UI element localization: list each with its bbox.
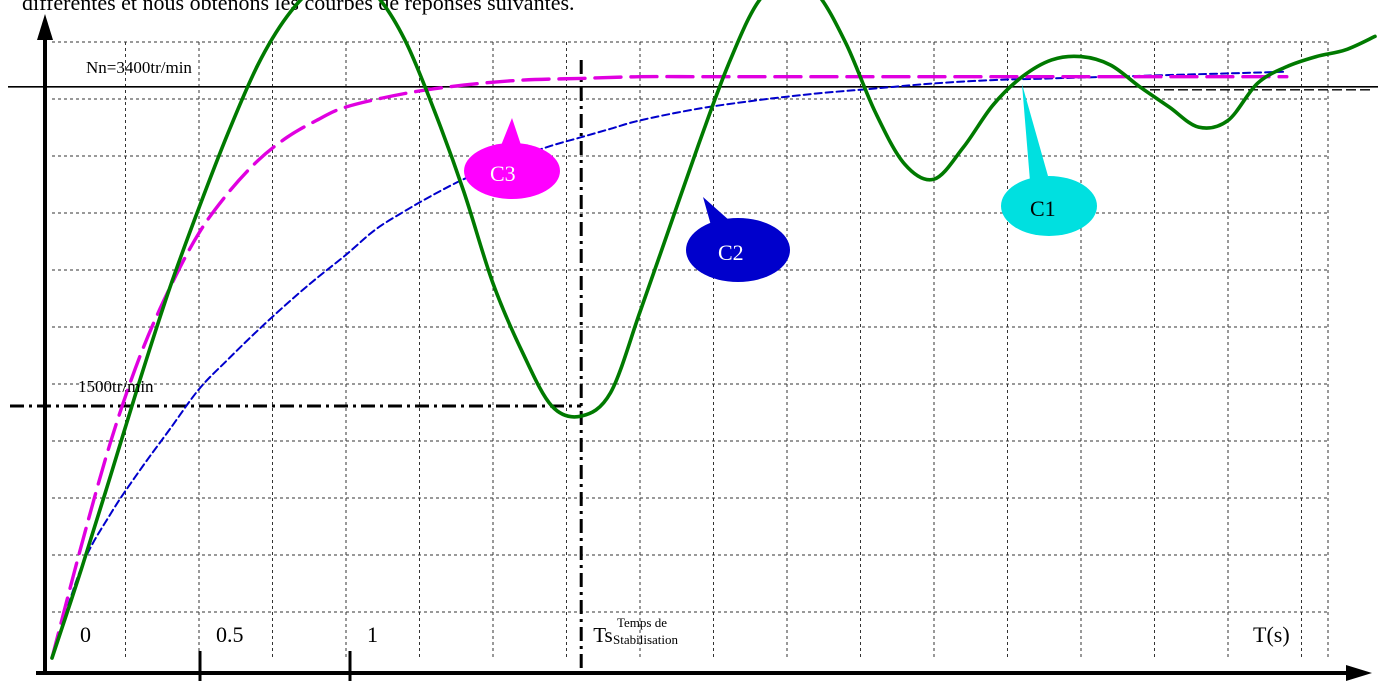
annotation-note-line-1: Temps de xyxy=(617,615,667,630)
reference-label-nominal: Nn=3400tr/min xyxy=(86,58,192,77)
reference-label-stabilisation-time: Ts xyxy=(593,623,613,647)
header-text: différentes et nous obtenons les courbes… xyxy=(22,0,575,15)
callout-c1: C1 xyxy=(1001,84,1097,236)
reference-lines xyxy=(8,60,1378,672)
callout-pointer xyxy=(500,118,522,148)
callout-label: C2 xyxy=(718,240,744,265)
reference-label-level-1500: 1500tr/min xyxy=(78,377,154,396)
x-axis-arrow xyxy=(1346,665,1372,681)
callout-c2: C2 xyxy=(686,197,790,282)
callout-balloon xyxy=(686,218,790,282)
callout-balloon xyxy=(1001,176,1097,236)
x-tick-label: 0.5 xyxy=(216,622,244,647)
chart-labels: Nn=3400tr/min 1500tr/min Ts Temps de Stabili… xyxy=(78,58,1290,647)
callout-balloon xyxy=(464,143,560,199)
x-axis-label: T(s) xyxy=(1253,622,1290,647)
chart-callouts: C1 C2 C3 xyxy=(464,84,1097,282)
series-line-c2 xyxy=(51,70,1288,659)
chart-grid xyxy=(52,41,1329,658)
annotation-note-line-2: Stabilisation xyxy=(613,632,679,647)
x-tick-label: 0 xyxy=(80,622,91,647)
y-axis-arrow xyxy=(37,14,53,40)
callout-label: C3 xyxy=(490,161,516,186)
series-line-c3 xyxy=(50,74,1289,660)
callout-label: C1 xyxy=(1030,196,1056,221)
chart-axes xyxy=(36,14,1372,681)
series-line-c1 xyxy=(50,0,1377,660)
callout-pointer xyxy=(1022,84,1048,181)
callout-c3: C3 xyxy=(464,118,560,199)
x-tick-label: 1 xyxy=(367,622,378,647)
